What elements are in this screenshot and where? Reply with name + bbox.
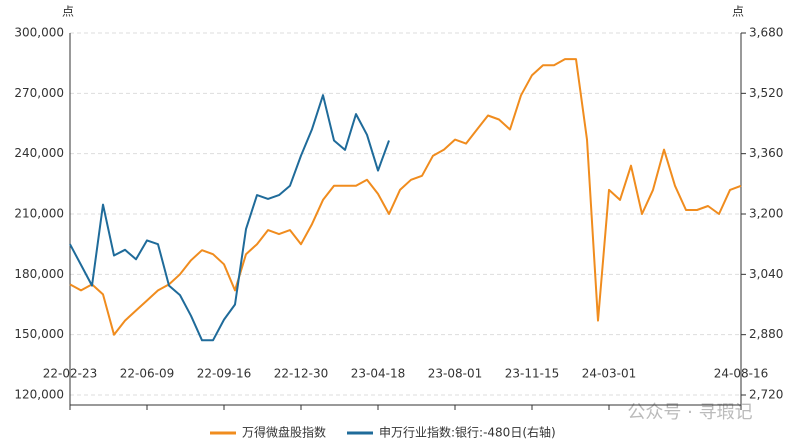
watermark: 公众号 · 寻瑕记: [627, 402, 752, 423]
series-line: [69, 94, 390, 342]
x-tick-label: 23-04-18: [351, 367, 405, 381]
y2-tick-label: 3,520: [749, 86, 783, 100]
x-tick-label: 24-08-16: [714, 367, 768, 381]
y2-tick-label: 2,880: [749, 327, 783, 341]
y-tick-label: 300,000: [14, 26, 64, 40]
x-tick-label: 23-11-15: [505, 367, 559, 381]
y2-tick-label: 3,200: [749, 207, 783, 221]
y-tick-label: 180,000: [14, 267, 64, 281]
x-tick-label: 22-06-09: [120, 367, 174, 381]
y-tick-label: 210,000: [14, 207, 64, 221]
y2-tick-label: 3,360: [749, 146, 783, 160]
y-tick-label: 120,000: [14, 388, 64, 402]
y-unit: 点: [62, 5, 74, 19]
x-tick-label: 22-12-30: [274, 367, 328, 381]
x-tick-label: 22-09-16: [197, 367, 251, 381]
legend-label: 万得微盘股指数: [242, 425, 326, 440]
x-tick-label: 23-08-01: [428, 367, 482, 381]
y2-tick-label: 2,720: [749, 388, 783, 402]
series-line: [69, 58, 742, 336]
x-tick-label: 22-02-23: [43, 367, 97, 381]
y-tick-label: 270,000: [14, 86, 64, 100]
y2-tick-label: 3,680: [749, 26, 783, 40]
y-tick-label: 150,000: [14, 327, 64, 341]
x-tick-label: 24-03-01: [582, 367, 636, 381]
y-tick-label: 240,000: [14, 146, 64, 160]
legend-label: 申万行业指数:银行:-480日(右轴): [379, 425, 556, 440]
y2-tick-label: 3,040: [749, 267, 783, 281]
y2-unit: 点: [732, 5, 744, 19]
